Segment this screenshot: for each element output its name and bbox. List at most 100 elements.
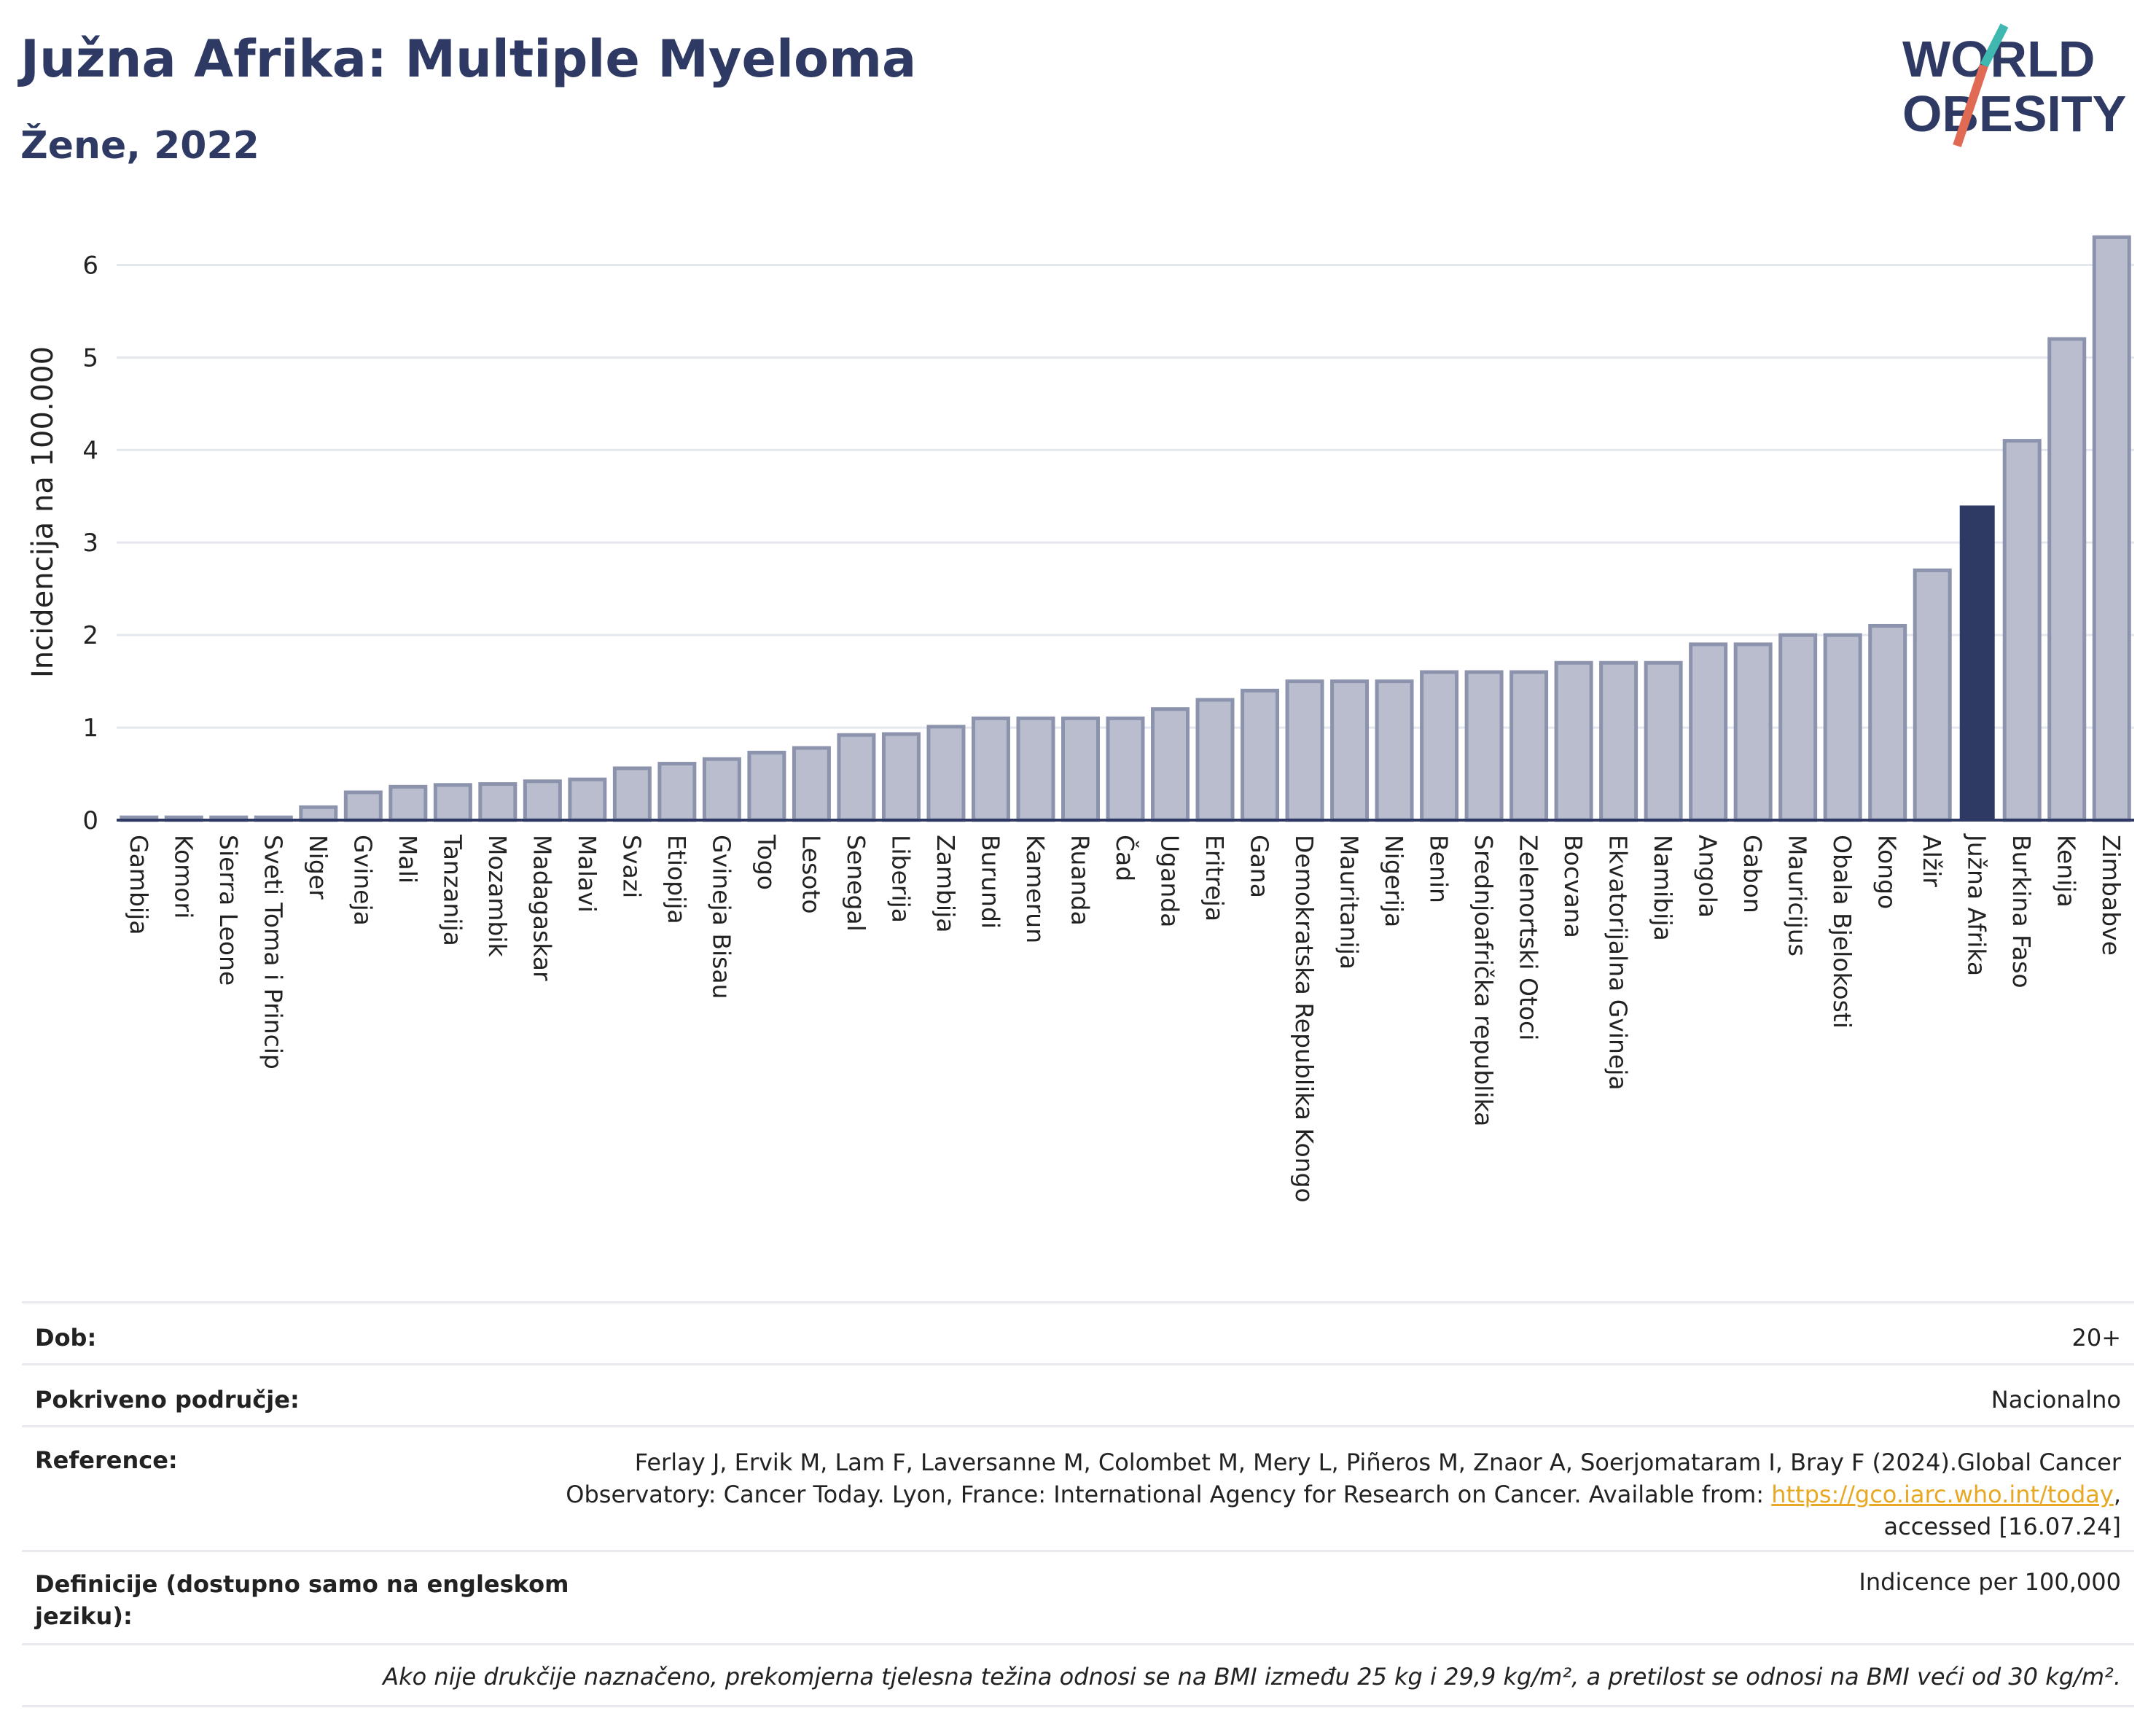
x-tick-label: Zelenortski Otoci: [1515, 835, 1543, 1040]
definitions-value: Indicence per 100,000: [1859, 1568, 2121, 1596]
reference-label: Reference:: [35, 1446, 178, 1474]
x-tick-label: Angola: [1694, 835, 1722, 918]
bar: [1689, 642, 1728, 822]
bar: [1464, 670, 1504, 822]
x-tick-label: Kongo: [1873, 835, 1902, 909]
x-tick-label: Zimbabve: [2097, 835, 2125, 956]
y-tick-label: 6: [82, 251, 98, 280]
y-tick-label: 0: [82, 806, 98, 835]
bar: [1016, 716, 1055, 822]
bar: [2002, 439, 2042, 822]
bar: [568, 777, 607, 822]
bar: [657, 762, 697, 822]
x-tick-label: Srednjoafrička republika: [1469, 835, 1498, 1126]
definitions-label-line1: Definicije (dostupno samo na engleskom: [35, 1570, 569, 1598]
x-tick-label: Malavi: [573, 835, 601, 913]
y-tick-label: 5: [82, 343, 98, 373]
y-tick-label: 3: [82, 529, 98, 558]
x-tick-label: Benin: [1425, 835, 1453, 903]
x-tick-label: Togo: [752, 834, 781, 890]
bar: [1375, 679, 1414, 822]
reference-line2-comma: ,: [2113, 1481, 2121, 1508]
x-tick-label: Madagaskar: [528, 835, 556, 981]
bar: [343, 790, 383, 822]
x-tick-label: Burkina Faso: [2007, 835, 2036, 989]
bar-highlight: [1959, 505, 1995, 820]
bar: [388, 784, 428, 822]
bar: [1644, 660, 1683, 822]
bar: [1106, 716, 1145, 822]
y-axis-label: Incidencija na 100.000: [26, 346, 60, 678]
x-tick-label: Sveti Toma i Princip: [259, 835, 287, 1069]
x-tick-label: Zambija: [931, 835, 960, 932]
reference-line2-text: Observatory: Cancer Today. Lyon, France:…: [566, 1481, 1772, 1508]
reference-link[interactable]: https://gco.iarc.who.int/today: [1771, 1481, 2114, 1508]
info-row-reference: Reference: Ferlay J, Ervik M, Lam F, Lav…: [22, 1425, 2134, 1550]
x-tick-label: Gvineja: [348, 835, 377, 926]
bar-chart: 0 1 2 3 4 5 6 Incidencija na 100.000 Gambija Komo…: [26, 235, 2134, 1203]
x-tick-label: Ruanda: [1066, 835, 1094, 926]
info-row-age: Dob: 20+: [22, 1301, 2134, 1363]
bar: [2092, 235, 2131, 822]
definitions-label-line2: jeziku):: [35, 1602, 133, 1630]
info-row-definitions: Definicije (dostupno samo na engleskom j…: [22, 1550, 2134, 1643]
x-tick-label: Obala Bjelokosti: [1828, 835, 1856, 1029]
bar: [1151, 707, 1190, 822]
bar: [1823, 633, 1862, 822]
bar: [433, 783, 472, 822]
x-tick-label: Namibija: [1649, 835, 1677, 941]
coverage-label: Pokriveno područje:: [35, 1386, 300, 1414]
bar: [1913, 568, 1952, 822]
page-title: Južna Afrika: Multiple Myeloma: [20, 29, 917, 89]
bar: [1330, 679, 1370, 822]
bar: [1195, 698, 1235, 822]
x-tick-label: Bocvana: [1559, 835, 1587, 938]
bar: [1420, 670, 1459, 822]
world-obesity-logo: WORLD OBESITY: [1902, 23, 2126, 147]
x-tick-label: Tanzanija: [438, 834, 466, 946]
x-tick-label: Ekvatorijalna Gvineja: [1604, 835, 1633, 1091]
x-tick-label: Burundi: [976, 835, 1004, 929]
reference-value: Ferlay J, Ervik M, Lam F, Laversanne M, …: [566, 1446, 2121, 1543]
definitions-label: Definicije (dostupno samo na engleskom j…: [35, 1568, 569, 1632]
x-tick-label: Nigerija: [1380, 835, 1408, 927]
x-tick-label: Kamerun: [1021, 835, 1050, 943]
x-tick-label: Sierra Leone: [214, 835, 243, 986]
bar: [747, 750, 786, 822]
x-tick-label: Lesoto: [797, 835, 825, 914]
logo-slash-bottom: [1953, 64, 1988, 147]
obesity-note: Ako nije drukčije naznačeno, prekomjerna…: [383, 1663, 2121, 1691]
bar: [971, 716, 1010, 822]
bar: [792, 746, 831, 822]
bar: [612, 766, 652, 822]
bar: [1061, 716, 1100, 822]
bar: [1599, 660, 1639, 822]
info-table: Dob: 20+ Pokriveno područje: Nacionalno …: [22, 1301, 2134, 1707]
bar: [523, 779, 562, 822]
x-tick-label: Mozambik: [483, 835, 512, 957]
x-tick-label: Eritreja: [1200, 835, 1229, 921]
x-tick-label: Gvineja Bisau: [707, 835, 735, 999]
x-tick-label: Gabon: [1738, 835, 1767, 913]
x-tick-label: Etiopija: [663, 835, 691, 924]
info-row-coverage: Pokriveno područje: Nacionalno: [22, 1363, 2134, 1425]
x-tick-label: Niger: [304, 835, 332, 900]
bar: [926, 725, 966, 822]
bar: [1868, 623, 1907, 822]
y-tick-label: 4: [82, 436, 98, 465]
x-tick-label: Liberija: [886, 835, 915, 923]
age-value: 20+: [2071, 1324, 2121, 1352]
logo-slash-top: [1980, 23, 2009, 68]
x-tick-label: Mali: [394, 835, 422, 884]
x-tick-label: Mauritanija: [1335, 835, 1364, 970]
y-tick-label: 1: [82, 714, 98, 743]
bar: [1241, 688, 1280, 822]
age-label: Dob:: [35, 1324, 97, 1352]
page-subtitle: Žene, 2022: [20, 124, 259, 168]
x-tick-label: Senegal: [842, 835, 870, 932]
x-tick-label: Svazi: [617, 835, 646, 898]
x-tick-label: Alžir: [1918, 835, 1946, 887]
bar: [881, 732, 921, 822]
bar: [478, 782, 517, 822]
x-tick-label: Komori: [169, 835, 198, 919]
